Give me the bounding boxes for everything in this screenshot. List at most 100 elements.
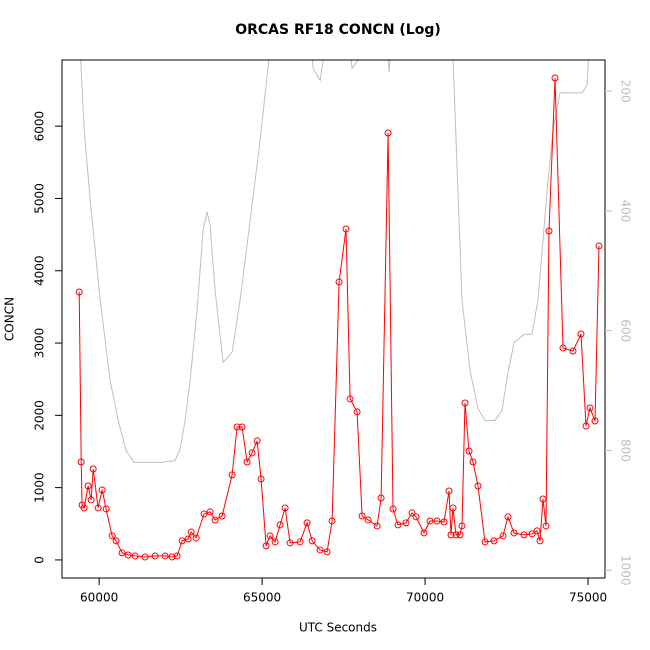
data-point	[200, 510, 208, 518]
data-point	[184, 535, 192, 543]
data-point	[75, 288, 83, 296]
x-tick-label: 60000	[80, 591, 118, 605]
data-point	[308, 537, 316, 545]
data-point	[243, 458, 251, 466]
data-point	[131, 552, 139, 560]
data-point	[458, 522, 466, 530]
data-point	[253, 437, 261, 445]
data-point	[286, 539, 294, 547]
plot-frame	[61, 59, 606, 579]
data-point	[87, 496, 95, 504]
data-point	[586, 404, 594, 412]
x-tick-label: 65000	[243, 591, 281, 605]
y2-tick-label: 800	[619, 439, 633, 462]
y-tick-label: 6000	[33, 111, 47, 142]
y2-tick-label: 600	[619, 319, 633, 342]
data-point	[373, 522, 381, 530]
data-point	[358, 512, 366, 520]
data-point	[168, 553, 176, 561]
data-point	[233, 423, 241, 431]
data-point	[353, 408, 361, 416]
x-axis-label: UTC Seconds	[299, 621, 377, 635]
data-point	[228, 471, 236, 479]
data-point	[364, 516, 372, 524]
data-point	[499, 532, 507, 540]
data-point	[335, 278, 343, 286]
data-point	[426, 517, 434, 525]
data-point	[539, 495, 547, 503]
data-point	[569, 347, 577, 355]
data-point	[303, 519, 311, 527]
data-point	[577, 330, 585, 338]
data-point	[490, 537, 498, 545]
data-point	[384, 129, 392, 137]
data-point	[474, 482, 482, 490]
data-point	[262, 542, 270, 550]
chart-title: ORCAS RF18 CONCN (Log)	[235, 22, 441, 38]
data-point	[449, 504, 457, 512]
data-point	[461, 399, 469, 407]
data-point	[346, 395, 354, 403]
data-point	[582, 422, 590, 430]
y-tick-label: 0	[33, 556, 47, 564]
data-point	[510, 529, 518, 537]
data-point	[536, 537, 544, 545]
x-tick-label: 75000	[569, 591, 607, 605]
data-point	[551, 74, 559, 82]
data-point	[328, 517, 336, 525]
data-point	[402, 519, 410, 527]
y-tick-label: 4000	[33, 255, 47, 286]
data-point	[394, 521, 402, 529]
data-point	[408, 509, 416, 517]
data-point	[412, 513, 420, 521]
data-point	[89, 465, 97, 473]
data-point	[595, 242, 603, 250]
data-point	[465, 447, 473, 455]
data-point	[389, 505, 397, 513]
data-point	[456, 531, 464, 539]
data-point	[533, 527, 541, 535]
data-point	[323, 548, 331, 556]
data-point	[481, 538, 489, 546]
data-point	[102, 505, 110, 513]
data-point	[151, 552, 159, 560]
data-point	[94, 504, 102, 512]
y-tick-label: 2000	[33, 400, 47, 431]
y-axis-label: CONCN	[3, 297, 17, 341]
data-point	[238, 423, 246, 431]
data-point	[173, 552, 181, 560]
data-point	[440, 518, 448, 526]
data-point	[271, 538, 279, 546]
data-point	[528, 530, 536, 538]
data-point	[377, 494, 385, 502]
data-point	[112, 537, 120, 545]
data-point	[420, 529, 428, 537]
data-point	[218, 512, 226, 520]
y-tick-label: 3000	[33, 328, 47, 359]
data-point	[77, 458, 85, 466]
data-point	[469, 458, 477, 466]
data-point	[141, 553, 149, 561]
data-point	[257, 475, 265, 483]
plot-area	[75, 60, 603, 561]
y-tick-label: 5000	[33, 183, 47, 214]
data-point	[316, 546, 324, 554]
data-point	[447, 531, 455, 539]
data-point	[192, 534, 200, 542]
x-tick-label: 70000	[406, 591, 444, 605]
data-point	[98, 486, 106, 494]
data-point	[452, 531, 460, 539]
data-point	[108, 532, 116, 540]
data-point	[266, 532, 274, 540]
series-line	[80, 60, 589, 463]
data-point	[296, 538, 304, 546]
data-point	[591, 417, 599, 425]
data-point	[504, 513, 512, 521]
data-point	[84, 482, 92, 490]
data-point	[445, 487, 453, 495]
data-point	[187, 528, 195, 536]
data-point	[542, 522, 550, 530]
data-point	[559, 344, 567, 352]
